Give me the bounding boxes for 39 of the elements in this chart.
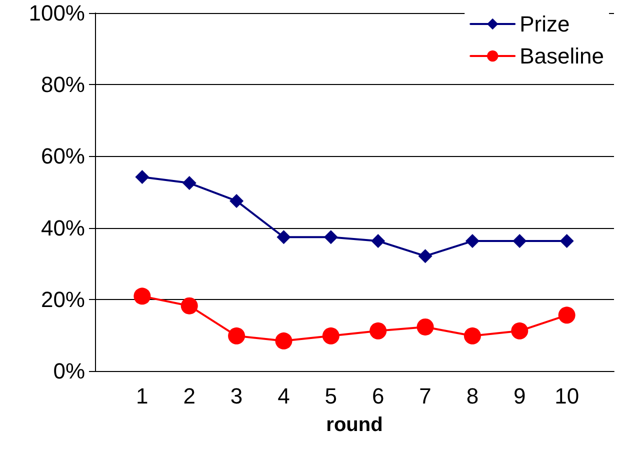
x-tick-label: 8 bbox=[466, 384, 479, 408]
point bbox=[135, 170, 150, 184]
point bbox=[465, 234, 480, 248]
legend-label: Baseline bbox=[520, 44, 604, 68]
point bbox=[228, 327, 246, 344]
y-tick-label: 60% bbox=[40, 144, 85, 169]
point bbox=[512, 234, 527, 248]
x-tick-label: 10 bbox=[554, 384, 580, 408]
point bbox=[370, 322, 387, 340]
point bbox=[230, 194, 244, 208]
x-tick-label: 3 bbox=[230, 384, 243, 408]
point bbox=[275, 332, 292, 350]
point bbox=[558, 306, 576, 324]
point bbox=[416, 318, 434, 336]
point bbox=[276, 230, 291, 244]
legend-label: Prize bbox=[520, 12, 570, 36]
y-tick-label: 0% bbox=[53, 358, 85, 384]
point bbox=[560, 234, 574, 248]
y-tick-label: 80% bbox=[40, 72, 85, 98]
point bbox=[464, 327, 481, 344]
x-tick-label: 2 bbox=[183, 384, 196, 408]
x-tick-label: 6 bbox=[372, 384, 384, 408]
point bbox=[324, 230, 338, 244]
y-tick-label: 40% bbox=[40, 215, 85, 240]
x-tick-label: 1 bbox=[136, 384, 148, 408]
point bbox=[511, 322, 528, 340]
y-tick-label: 100% bbox=[28, 0, 85, 26]
x-tick-label: 5 bbox=[324, 384, 338, 408]
x-tick-label: 9 bbox=[514, 384, 526, 408]
point bbox=[322, 327, 340, 344]
x-axis-title: round bbox=[326, 414, 383, 436]
point bbox=[418, 249, 432, 264]
point bbox=[182, 176, 196, 190]
point bbox=[371, 234, 386, 248]
x-tick-label: 4 bbox=[278, 384, 290, 408]
y-tick-label: 20% bbox=[40, 286, 85, 312]
point bbox=[180, 297, 198, 314]
x-tick-label: 7 bbox=[419, 384, 432, 408]
point bbox=[134, 288, 151, 305]
